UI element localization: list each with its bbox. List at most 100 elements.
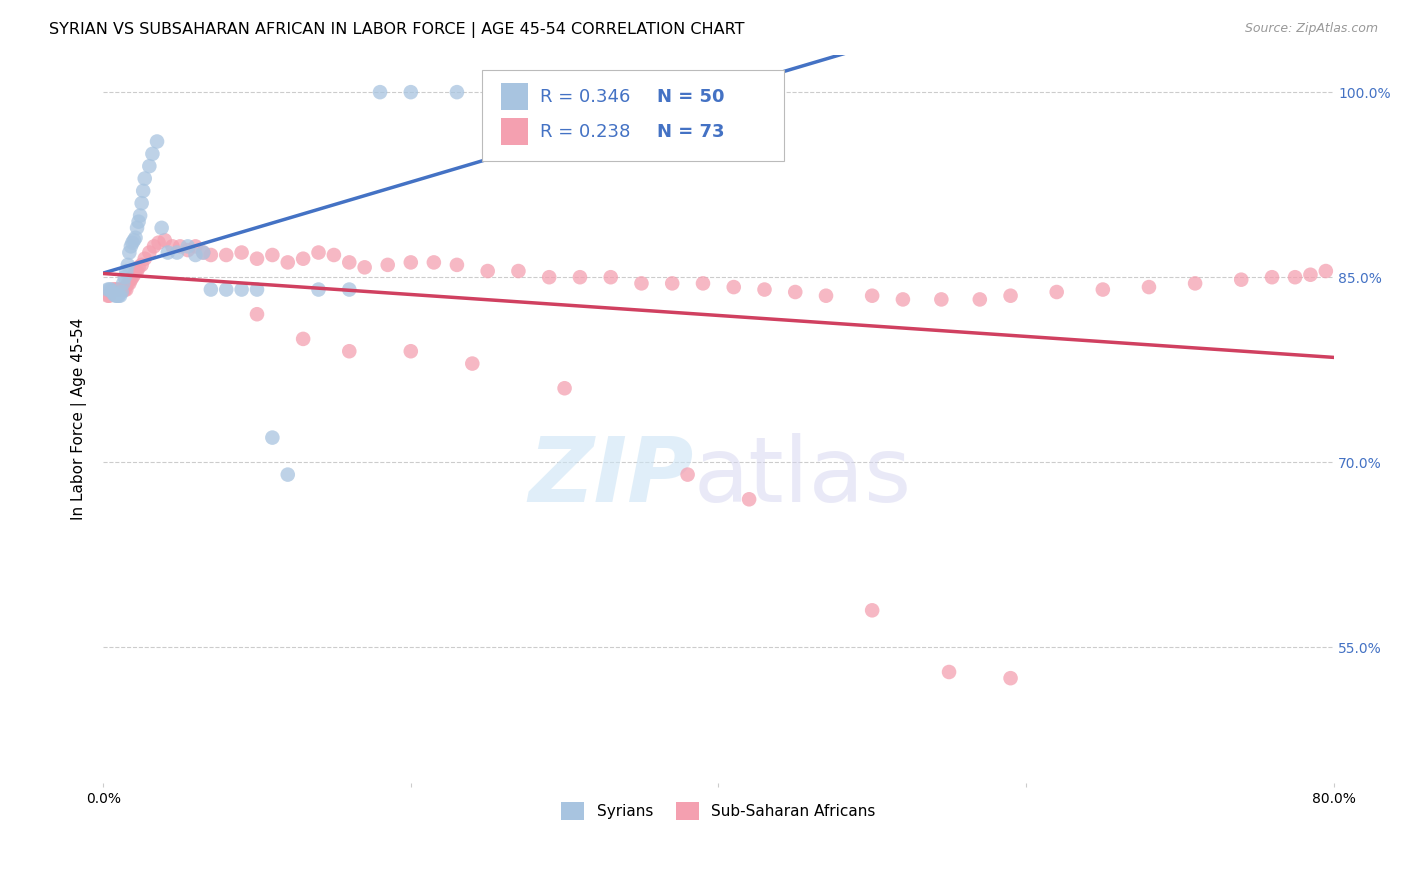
Point <box>177 239 200 253</box>
Point <box>98 283 121 297</box>
Point <box>117 277 139 291</box>
Point <box>105 289 128 303</box>
Point <box>146 135 169 149</box>
Point <box>169 239 191 253</box>
Point <box>101 283 124 297</box>
Point <box>97 289 120 303</box>
Point <box>1230 273 1253 287</box>
Point <box>277 467 299 482</box>
Point <box>153 233 176 247</box>
Point <box>676 467 699 482</box>
Point <box>508 264 530 278</box>
Point <box>292 332 315 346</box>
Point <box>1184 277 1206 291</box>
Point <box>446 85 468 99</box>
Point <box>231 245 253 260</box>
Point <box>122 268 145 282</box>
Point <box>128 260 150 275</box>
Point <box>129 209 152 223</box>
Point <box>124 231 146 245</box>
Point <box>125 264 148 278</box>
Point <box>399 85 422 99</box>
Point <box>117 258 139 272</box>
Point <box>308 245 330 260</box>
Point <box>322 248 344 262</box>
Text: N = 50: N = 50 <box>657 87 724 105</box>
Point <box>399 344 422 359</box>
Point <box>1000 289 1022 303</box>
Point <box>193 245 215 260</box>
Point <box>1137 280 1160 294</box>
Point <box>200 283 222 297</box>
Text: atlas: atlas <box>693 434 912 521</box>
Point <box>860 289 883 303</box>
Point <box>100 285 122 299</box>
Point <box>141 146 163 161</box>
Point <box>262 431 284 445</box>
Point <box>111 283 134 297</box>
Point <box>131 196 153 211</box>
Point <box>118 277 141 291</box>
Point <box>143 239 166 253</box>
Point <box>754 283 776 297</box>
Point <box>166 245 188 260</box>
Point <box>108 289 131 303</box>
Point <box>101 285 124 299</box>
Point <box>150 220 173 235</box>
Point <box>134 171 156 186</box>
Text: SYRIAN VS SUBSAHARAN AFRICAN IN LABOR FORCE | AGE 45-54 CORRELATION CHART: SYRIAN VS SUBSAHARAN AFRICAN IN LABOR FO… <box>49 22 745 38</box>
Point <box>337 255 360 269</box>
Point <box>938 665 960 679</box>
Point <box>399 255 422 269</box>
Point <box>111 285 134 299</box>
Point <box>103 287 125 301</box>
Point <box>200 248 222 262</box>
Point <box>124 264 146 278</box>
Point <box>98 289 121 303</box>
Point <box>156 245 179 260</box>
Point <box>738 85 761 99</box>
Point <box>477 264 499 278</box>
Point <box>107 283 129 297</box>
Point <box>107 289 129 303</box>
Point <box>461 357 484 371</box>
Point <box>115 264 138 278</box>
Point <box>692 277 714 291</box>
Point <box>108 283 131 297</box>
Point <box>554 381 576 395</box>
Point <box>568 270 591 285</box>
Point <box>112 277 135 291</box>
Point <box>97 283 120 297</box>
Point <box>184 239 207 253</box>
Point <box>184 248 207 262</box>
Point <box>100 283 122 297</box>
Point <box>138 159 160 173</box>
Point <box>138 245 160 260</box>
Point <box>1261 270 1284 285</box>
Point <box>215 248 238 262</box>
Point <box>931 293 953 307</box>
Point <box>112 283 135 297</box>
Point <box>114 283 136 297</box>
Bar <box>501 118 527 145</box>
Point <box>120 239 142 253</box>
Point <box>738 492 761 507</box>
Point <box>104 289 127 303</box>
Point <box>508 85 530 99</box>
Point <box>115 283 138 297</box>
Point <box>120 273 142 287</box>
Point <box>860 603 883 617</box>
Point <box>262 248 284 262</box>
Point <box>246 307 269 321</box>
Text: Source: ZipAtlas.com: Source: ZipAtlas.com <box>1244 22 1378 36</box>
Point <box>723 85 745 99</box>
Bar <box>501 83 527 111</box>
Point <box>231 283 253 297</box>
Point <box>1315 264 1337 278</box>
Point <box>292 252 315 266</box>
Point <box>891 293 914 307</box>
Point <box>785 285 807 299</box>
Point <box>246 252 269 266</box>
Point <box>630 277 652 291</box>
Point <box>134 252 156 266</box>
